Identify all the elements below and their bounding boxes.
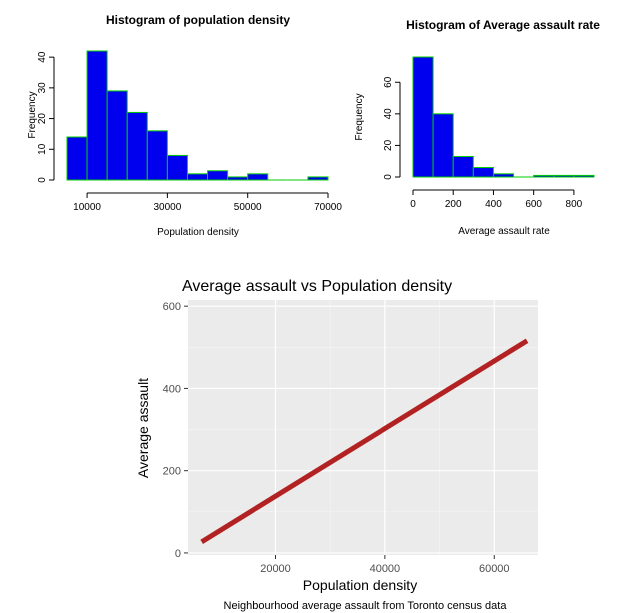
h1-y-tick-label: 30 (37, 82, 48, 94)
h1-ylabel: Frequency (27, 91, 38, 138)
h2-y-tick-label: 40 (383, 108, 394, 120)
h1-bar (227, 176, 249, 181)
h1-bar (186, 173, 209, 181)
h2-bar (492, 173, 515, 178)
lc-xlabel: Population density (303, 577, 417, 593)
h2-bar (432, 113, 454, 178)
h2-y-tick-label: 0 (383, 174, 394, 180)
h2-bar (573, 174, 595, 178)
h1-bar (106, 90, 128, 181)
h1-y-tick-label: 10 (37, 143, 48, 155)
h2-bar (452, 155, 474, 178)
h1-xlabel: Population density (157, 227, 239, 238)
h1-bar (66, 136, 88, 181)
h1-y-tick-label: 0 (37, 177, 48, 183)
h1-y-tick-label: 20 (37, 113, 48, 125)
h1-x-tick-label: 10000 (73, 202, 101, 213)
h1-bar (166, 154, 188, 181)
lc-y-tick-label: 400 (163, 383, 181, 395)
h1-bar (207, 170, 229, 181)
lc-caption: Neighbourhood average assault from Toron… (224, 600, 508, 612)
h1-bar (146, 130, 168, 181)
h2-bar (553, 174, 575, 178)
h1-x-tick-label: 30000 (153, 202, 181, 213)
line-chart-assault-vs-density: Average assault vs Population density 20… (135, 278, 538, 612)
h2-bar (412, 56, 434, 178)
h2-x-tick-label: 400 (485, 199, 502, 210)
lc-x-tick-label: 40000 (370, 563, 401, 575)
histogram-population-density: Histogram of population density 10000 300… (27, 13, 342, 238)
h2-y-tick-label: 60 (383, 76, 394, 88)
h1-bar (86, 50, 108, 181)
h2-bar (533, 174, 555, 178)
lc-x-tick-label: 20000 (260, 563, 291, 575)
h2-x-tick-label: 0 (410, 199, 416, 210)
h1-title: Histogram of population density (106, 13, 290, 27)
lc-y-tick-label: 0 (175, 548, 181, 560)
h1-bar (126, 111, 148, 181)
lc-ylabel: Average assault (135, 378, 151, 478)
lc-y-tick-label: 200 (163, 466, 181, 478)
lc-y-tick-label: 600 (163, 301, 181, 313)
h2-y-tick-label: 20 (383, 139, 394, 151)
h2-bar (472, 167, 494, 178)
lc-series-line (200, 338, 529, 544)
h1-bar (247, 173, 269, 181)
h2-x-tick-label: 800 (566, 199, 583, 210)
h2-ylabel: Frequency (354, 93, 365, 140)
histogram-average-assault: Histogram of Average assault rate 0 200 40… (354, 18, 600, 237)
h1-y-tick-label: 40 (37, 51, 48, 63)
lc-title: Average assault vs Population density (182, 278, 452, 295)
h2-x-tick-label: 200 (445, 199, 462, 210)
h1-x-tick-label: 70000 (314, 202, 342, 213)
h2-x-tick-label: 600 (525, 199, 542, 210)
h2-title: Histogram of Average assault rate (406, 18, 600, 32)
h1-bar (307, 176, 329, 181)
h1-x-tick-label: 50000 (234, 202, 262, 213)
h2-xlabel: Average assault rate (458, 226, 550, 237)
lc-x-tick-label: 60000 (479, 563, 510, 575)
